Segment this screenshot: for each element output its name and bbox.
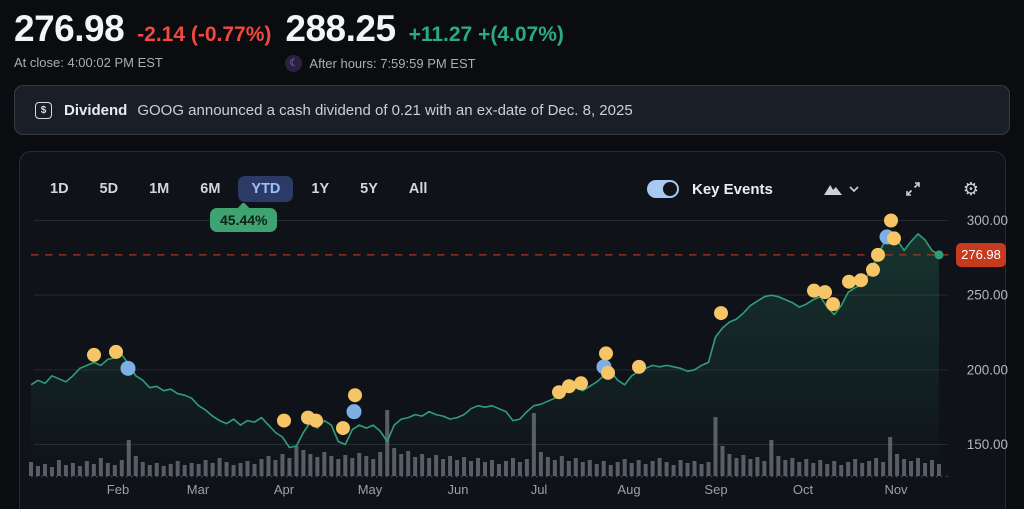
- at-close-label: At close: 4:00:02 PM EST: [14, 55, 163, 70]
- event-dot-yellow[interactable]: [818, 285, 832, 300]
- settings-button[interactable]: ⚙: [963, 180, 979, 198]
- after-hours-icon: ☾: [285, 55, 303, 72]
- event-dot-yellow[interactable]: [87, 347, 101, 362]
- event-dot-yellow[interactable]: [601, 365, 615, 380]
- current-price-value: 276.98: [961, 247, 1001, 263]
- event-dot-yellow[interactable]: [871, 247, 885, 262]
- y-axis-label-250: 250.00: [967, 288, 1008, 303]
- price-line: [30, 233, 940, 449]
- event-dot-yellow[interactable]: [562, 379, 576, 394]
- ytd-return-badge: 45.44%: [210, 202, 278, 232]
- event-dot-yellow[interactable]: [826, 297, 840, 312]
- month-label-oct: Oct: [793, 482, 814, 497]
- event-dot-yellow[interactable]: [632, 359, 646, 374]
- price-area-fill: [31, 233, 939, 476]
- dividend-icon: $: [35, 101, 52, 119]
- chevron-down-icon: [849, 186, 859, 192]
- tab-1d[interactable]: 1D: [48, 176, 71, 202]
- ytd-return-value: 45.44%: [220, 212, 268, 228]
- tab-ytd[interactable]: YTD: [238, 176, 294, 202]
- dividend-title: Dividend: [64, 101, 128, 119]
- after-hours-column: 288.25 +11.27 +(4.07%) ☾ After hours: 7:…: [285, 8, 564, 72]
- month-label-may: May: [358, 482, 383, 497]
- event-dot-yellow[interactable]: [884, 213, 898, 228]
- dividend-banner[interactable]: $ Dividend GOOG announced a cash dividen…: [14, 85, 1010, 135]
- tab-all[interactable]: All: [407, 176, 430, 202]
- event-dot-yellow[interactable]: [866, 262, 880, 277]
- event-dot-yellow[interactable]: [574, 376, 588, 391]
- expand-button[interactable]: [905, 181, 921, 197]
- chart-toolbar: 1D 5D 1M 6M YTD 1Y 5Y All Key Events: [20, 152, 1005, 204]
- mountain-chart-icon: [823, 185, 842, 195]
- month-label-jun: Jun: [448, 482, 469, 497]
- dividend-text: GOOG announced a cash dividend of 0.21 w…: [137, 101, 633, 119]
- event-dot-yellow[interactable]: [309, 413, 323, 428]
- y-axis-label-200: 200.00: [967, 362, 1008, 377]
- regular-market-change: -2.14 (-0.77%): [137, 23, 272, 46]
- month-label-jul: Jul: [531, 482, 548, 497]
- y-axis-label-150: 150.00: [967, 437, 1008, 452]
- chart-card: 1D 5D 1M 6M YTD 1Y 5Y All Key Events: [19, 151, 1008, 509]
- month-label-feb: Feb: [107, 482, 129, 497]
- event-dot-yellow[interactable]: [336, 421, 350, 436]
- y-axis-label-300: 300.00: [967, 213, 1008, 228]
- event-dot-yellow[interactable]: [109, 344, 123, 359]
- expand-icon: [906, 182, 920, 196]
- event-dot-yellow[interactable]: [842, 274, 856, 289]
- key-events-label: Key Events: [691, 180, 773, 198]
- chart-type-button[interactable]: [823, 182, 859, 196]
- current-price-tag: 276.98: [956, 242, 1006, 267]
- after-hours-label: After hours: 7:59:59 PM EST: [309, 56, 476, 71]
- event-dot-blue[interactable]: [120, 360, 136, 376]
- toggle-knob: [662, 182, 677, 196]
- chart-controls: Key Events ⚙: [646, 180, 979, 198]
- event-dot-yellow[interactable]: [348, 388, 362, 403]
- event-dot-blue[interactable]: [346, 404, 362, 420]
- after-hours-price: 288.25: [285, 8, 396, 49]
- tab-1y[interactable]: 1Y: [309, 176, 331, 202]
- event-dot-yellow[interactable]: [714, 306, 728, 321]
- tab-5d[interactable]: 5D: [98, 176, 121, 202]
- event-dot-yellow[interactable]: [854, 273, 868, 288]
- event-dot-yellow[interactable]: [807, 283, 821, 298]
- range-tabs: 1D 5D 1M 6M YTD 1Y 5Y All: [48, 176, 429, 202]
- tab-1m[interactable]: 1M: [147, 176, 171, 202]
- event-dot-yellow[interactable]: [599, 346, 613, 361]
- month-label-apr: Apr: [274, 482, 295, 497]
- tab-5y[interactable]: 5Y: [358, 176, 380, 202]
- month-label-mar: Mar: [187, 482, 210, 497]
- tab-6m[interactable]: 6M: [198, 176, 222, 202]
- latest-price-dot: [934, 250, 944, 260]
- month-label-aug: Aug: [617, 482, 640, 497]
- month-label-sep: Sep: [704, 482, 727, 497]
- gear-icon: ⚙: [962, 179, 979, 199]
- regular-market-price: 276.98: [14, 8, 125, 49]
- chart-plot-area[interactable]: 300.00 250.00 200.00 150.00 Feb Mar Apr May Jun J…: [20, 152, 1008, 509]
- regular-market-column: 276.98 -2.14 (-0.77%) At close: 4:00:02 …: [14, 8, 271, 72]
- quote-header: 276.98 -2.14 (-0.77%) At close: 4:00:02 …: [0, 0, 1024, 72]
- key-events-toggle[interactable]: [646, 180, 679, 198]
- event-dot-yellow[interactable]: [277, 413, 291, 428]
- event-dot-yellow[interactable]: [887, 231, 901, 246]
- month-label-nov: Nov: [884, 482, 908, 497]
- after-hours-change: +11.27 +(4.07%): [408, 23, 564, 46]
